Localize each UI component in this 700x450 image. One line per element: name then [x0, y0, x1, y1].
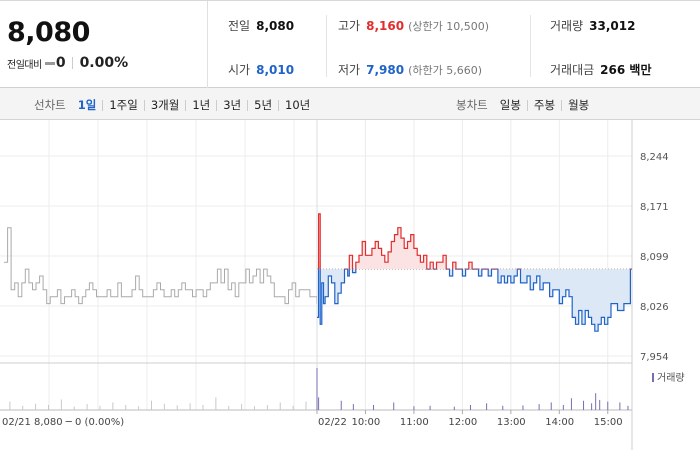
- amount-cell: 거래대금 266 백만: [550, 61, 651, 78]
- tab-weekly[interactable]: 주봉: [533, 98, 556, 112]
- prev-day-line: [4, 227, 318, 305]
- amount-value: 266 백만: [600, 63, 652, 77]
- high-label: 고가: [338, 19, 361, 33]
- divider: [185, 99, 187, 111]
- lower-limit: (하한가 5,660): [408, 64, 482, 77]
- change-label: 전일대비: [7, 59, 42, 71]
- x-tick-label: 10:00: [351, 417, 380, 428]
- change-row: 전일대비 0 0.00%: [7, 55, 128, 71]
- volume-cell: 거래량 33,012: [550, 17, 635, 34]
- chart-svg: 8,244 8,171 8,099 8,026 7,954 거래량 02/22 10:00 11…: [0, 120, 685, 450]
- x-tick-label: 11:00: [400, 417, 429, 428]
- tab-3m[interactable]: 3개월: [150, 98, 180, 112]
- prev-day-date: 02/21: [2, 417, 31, 428]
- x-tick-label: 15:00: [594, 417, 623, 428]
- volume-label: 거래량: [550, 19, 584, 33]
- down-area-fill: [317, 269, 631, 332]
- prev-close-cell: 전일 8,080: [228, 17, 294, 34]
- tab-1y[interactable]: 1년: [192, 98, 211, 112]
- volume-legend-label: 거래량: [657, 372, 685, 384]
- tab-monthly[interactable]: 월봉: [568, 98, 590, 112]
- divider: [526, 99, 528, 111]
- tab-1d[interactable]: 1일: [77, 98, 97, 112]
- open-label: 시가: [228, 63, 251, 77]
- high-value: 8,160: [366, 19, 405, 33]
- prev-close-label: 전일: [228, 19, 251, 33]
- change-percent: 0.00%: [79, 55, 129, 71]
- change-value: 0: [55, 55, 66, 71]
- flat-change-icon: [44, 61, 55, 65]
- tab-3y[interactable]: 3년: [223, 98, 242, 112]
- stock-summary: 8,080 전일대비 0 0.00% 전일 8,080 시가 8,010 고가: [0, 0, 700, 88]
- open-cell: 시가 8,010: [228, 61, 294, 78]
- amount-label: 거래대금: [550, 63, 595, 77]
- tab-daily[interactable]: 일봉: [499, 98, 521, 112]
- current-price: 8,080: [7, 17, 90, 48]
- price-chart: 8,244 8,171 8,099 8,026 7,954 거래량 02/22 10:00 11…: [0, 120, 700, 450]
- volume-value: 33,012: [589, 19, 636, 33]
- x-tick-label: 14:00: [545, 417, 574, 428]
- divider: [71, 57, 73, 69]
- low-label: 저가: [338, 63, 361, 77]
- divider: [143, 99, 145, 111]
- upper-limit: (상한가 10,500): [408, 20, 489, 33]
- y-tick-label: 8,244: [640, 152, 669, 163]
- price-box: 8,080 전일대비 0 0.00%: [0, 1, 208, 88]
- x-tick-label: 13:00: [497, 417, 526, 428]
- tab-5y[interactable]: 5년: [254, 98, 273, 112]
- divider: [216, 99, 218, 111]
- low-value: 7,980: [366, 63, 405, 77]
- price-line-down: [317, 269, 632, 332]
- tab-10y[interactable]: 10년: [285, 98, 311, 112]
- prev-close-value: 8,080: [256, 19, 295, 33]
- divider: [102, 99, 104, 111]
- divider: [247, 99, 249, 111]
- candle-chart-label: 봉차트: [456, 98, 488, 112]
- stats-grid: 전일 8,080 시가 8,010 고가 8,160 (상한가 10,500) …: [208, 1, 700, 88]
- divider: [278, 99, 280, 111]
- candle-tabs: 봉차트 일봉 주봉 월봉: [456, 97, 589, 113]
- period-tabs: 선차트 1일 1주일 3개월 1년 3년 5년 10년: [34, 97, 310, 113]
- y-tick-label: 8,171: [640, 202, 669, 213]
- y-tick-label: 8,026: [640, 302, 669, 313]
- low-cell: 저가 7,980 (하한가 5,660): [338, 61, 482, 78]
- divider: [561, 99, 563, 111]
- divider: [326, 15, 327, 77]
- line-chart-label: 선차트: [34, 98, 66, 112]
- chart-tabs: 선차트 1일 1주일 3개월 1년 3년 5년 10년 봉차트 일봉 주봉 월봉: [0, 88, 700, 120]
- open-value: 8,010: [256, 63, 295, 77]
- y-tick-label: 8,099: [640, 252, 669, 263]
- plot-area: [0, 120, 633, 410]
- divider: [530, 15, 531, 77]
- prev-day-info: 8,080 ─ 0 (0.00%): [34, 417, 124, 428]
- x-tick-label: 02/22: [318, 417, 347, 428]
- volume-legend-swatch: [652, 373, 654, 382]
- y-tick-label: 7,954: [640, 352, 669, 363]
- high-cell: 고가 8,160 (상한가 10,500): [338, 17, 489, 34]
- up-area-fill: [317, 213, 632, 270]
- x-tick-label: 12:00: [448, 417, 477, 428]
- tab-1w[interactable]: 1주일: [109, 98, 138, 112]
- price-line-up: [318, 213, 632, 270]
